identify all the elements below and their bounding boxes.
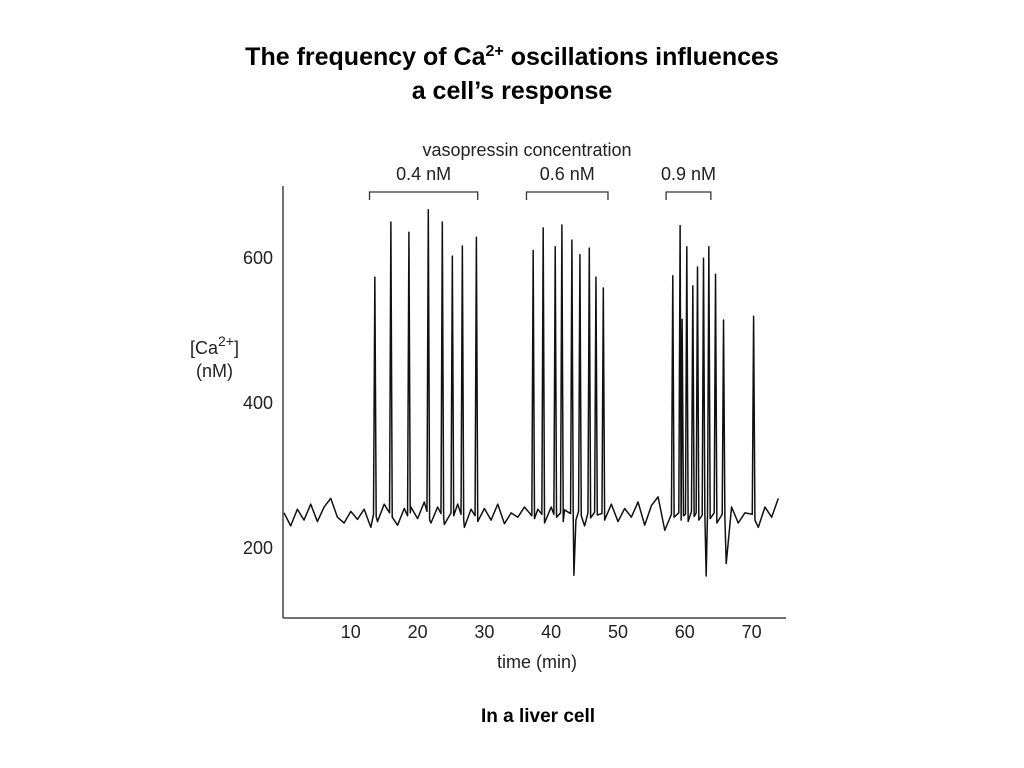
bracket — [525, 191, 609, 200]
y-label-sup: 2+ — [218, 333, 234, 349]
title-sup: 2+ — [485, 43, 504, 60]
x-label: time (min) — [497, 652, 577, 672]
x-tick-label: 10 — [341, 622, 361, 642]
y-label-unit: (nM) — [196, 361, 233, 381]
slide-title: The frequency of Ca2+ oscillations influ… — [0, 40, 1024, 108]
x-tick-label: 60 — [675, 622, 695, 642]
chart: vasopressin concentration [Ca2+] (nM) ti… — [190, 140, 786, 672]
y-label-text: [Ca — [190, 338, 219, 358]
annotation: vasopressin concentration — [422, 140, 631, 160]
x-tick-label: 20 — [408, 622, 428, 642]
bracket-label: 0.9 nM — [661, 164, 716, 184]
bracket-label: 0.4 nM — [396, 164, 451, 184]
y-label-text: ] — [234, 338, 239, 358]
x-tick-label: 50 — [608, 622, 628, 642]
caption: In a liver cell — [480, 706, 596, 727]
y-tick-label: 400 — [243, 393, 273, 413]
title-text: a cell’s response — [411, 77, 613, 105]
trace — [283, 208, 780, 577]
x-tick-label: 70 — [742, 622, 762, 642]
title-text: The frequency of Ca — [245, 43, 486, 71]
title-text: oscillations influences — [503, 43, 779, 71]
x-tick-label: 30 — [474, 622, 494, 642]
y-label: [Ca2+] — [190, 333, 239, 358]
y-tick-label: 600 — [243, 248, 273, 268]
bracket-label: 0.6 nM — [540, 164, 595, 184]
x-tick-label: 40 — [541, 622, 561, 642]
bracket — [665, 191, 712, 200]
bracket — [368, 191, 479, 200]
y-tick-label: 200 — [243, 538, 273, 558]
